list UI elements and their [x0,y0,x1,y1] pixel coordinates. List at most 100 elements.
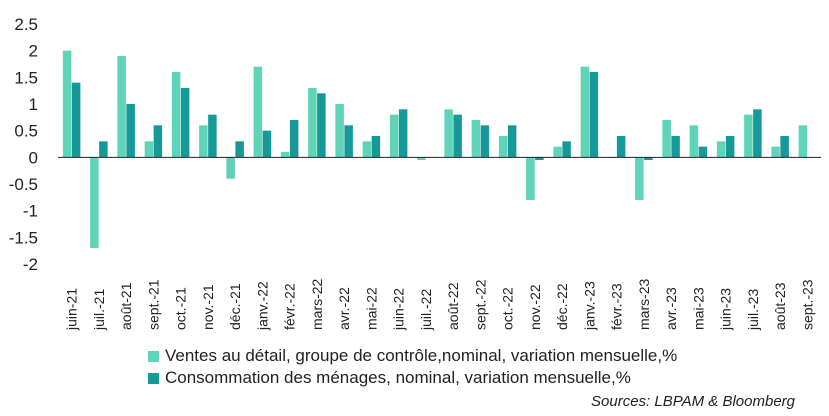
x-tick-label: juil.-23 [745,289,761,331]
x-tick-label: oct.-22 [500,287,516,330]
x-tick-label: août-22 [445,282,461,330]
y-tick-label: 0 [29,148,38,167]
bar-series-2 [153,125,163,158]
source-note: Sources: LBPAM & Bloomberg [591,393,795,410]
x-tick-label: févr.-22 [282,283,298,330]
bar-series-2 [398,109,408,158]
x-axis: juin-21 juil.-21 août-21 sept.-21 oct.-21 nov… [64,278,816,331]
x-tick-label: janv.-22 [254,281,270,331]
bar-series-1 [308,88,317,158]
x-tick-label: juil.-21 [91,289,107,331]
x-tick-label: oct.-21 [173,287,189,330]
x-tick-label: juin-21 [64,288,80,331]
x-tick-label: mai-22 [363,287,379,330]
bars [62,50,808,248]
legend: Ventes au détail, groupe de contrôle,nom… [148,345,677,389]
bar-series-2 [589,72,599,158]
y-tick-label: -1 [23,202,38,221]
bar-series-1 [417,157,426,160]
x-tick-label: sept.-21 [145,279,161,330]
x-tick-label: janv.-23 [581,281,597,331]
bar-series-1 [798,125,808,158]
bar-series-1 [362,141,372,158]
y-axis: 2.5 2 1.5 1 0.5 0 -0.5 -1 -1.5 -2 [9,15,38,274]
bar-series-1 [689,125,699,158]
y-tick-label: -0.5 [9,175,38,194]
bar-series-2 [671,136,680,158]
bar-series-1 [744,114,753,158]
x-tick-label: nov.-22 [527,284,543,330]
bar-series-2 [262,130,272,158]
bar-series-2 [535,157,544,160]
legend-item-consumption: Consommation des ménages, nominal, varia… [148,367,677,389]
legend-label-retail: Ventes au détail, groupe de contrôle,nom… [165,346,678,365]
x-tick-label: déc.-21 [227,283,243,330]
bar-series-1 [471,120,481,158]
bar-series-1 [635,157,644,200]
bar-series-2 [317,93,326,158]
bar-series-1 [199,125,208,158]
bar-series-2 [480,125,490,158]
bar-series-1 [280,152,290,158]
bar-series-1 [117,56,126,158]
x-tick-label: août-23 [772,282,788,330]
x-tick-label: juil.-22 [418,289,434,331]
bar-series-1 [662,120,671,158]
bar-series-1 [144,141,154,158]
bar-series-2 [507,125,517,158]
x-tick-label: déc.-22 [554,283,570,330]
legend-label-consumption: Consommation des ménages, nominal, varia… [165,368,631,387]
bar-series-1 [771,146,780,158]
bar-series-2 [208,114,217,158]
legend-swatch-consumption [148,372,159,384]
y-tick-label: 1.5 [14,68,38,87]
y-tick-label: 2.5 [14,15,38,34]
y-tick-label: 1 [29,95,38,114]
bar-series-1 [553,146,562,158]
bar-series-1 [498,136,508,158]
bar-series-2 [453,114,462,158]
bar-series-1 [226,157,235,179]
x-tick-label: févr.-23 [609,283,625,330]
bar-series-2 [126,104,135,158]
y-tick-label: -2 [23,255,38,274]
y-tick-label: 0.5 [14,122,38,141]
bar-series-1 [716,141,726,158]
y-tick-label: -1.5 [9,228,38,247]
x-tick-label: juin-23 [718,288,734,331]
x-tick-label: sept.-23 [799,279,815,330]
bar-series-2 [725,136,735,158]
x-tick-label: sept.-22 [472,279,488,330]
bar-series-2 [780,136,789,158]
bar-series-2 [371,136,381,158]
bar-series-1 [389,114,399,158]
bar-series-1 [90,157,99,248]
bar-series-2 [616,136,626,158]
bar-series-1 [444,109,453,158]
bar-series-2 [71,82,81,158]
x-tick-label: nov.-21 [200,284,216,330]
bar-series-1 [171,72,181,158]
x-tick-label: avr.-22 [336,287,352,330]
legend-swatch-retail [148,350,159,362]
bar-series-2 [698,146,708,158]
bar-series-2 [180,88,190,158]
x-tick-label: juin-22 [391,288,407,331]
bar-chart: 2.5 2 1.5 1 0.5 0 -0.5 -1 -1.5 -2 juin-21 juil.-21… [9,15,821,331]
x-tick-label: mars-23 [636,278,652,330]
bar-series-2 [644,157,653,160]
x-tick-label: avr.-23 [663,287,679,330]
y-tick-label: 2 [29,42,38,61]
bar-series-2 [289,120,299,158]
bar-series-2 [235,141,244,158]
x-tick-label: mai-23 [690,287,706,330]
bar-series-1 [335,104,344,158]
legend-item-retail: Ventes au détail, groupe de contrôle,nom… [148,345,677,367]
bar-series-1 [62,50,72,158]
bar-series-1 [253,66,263,158]
x-tick-label: mars-22 [309,278,325,330]
bar-series-2 [562,141,571,158]
bar-series-2 [344,125,353,158]
bar-series-2 [753,109,762,158]
bar-series-2 [99,141,108,158]
